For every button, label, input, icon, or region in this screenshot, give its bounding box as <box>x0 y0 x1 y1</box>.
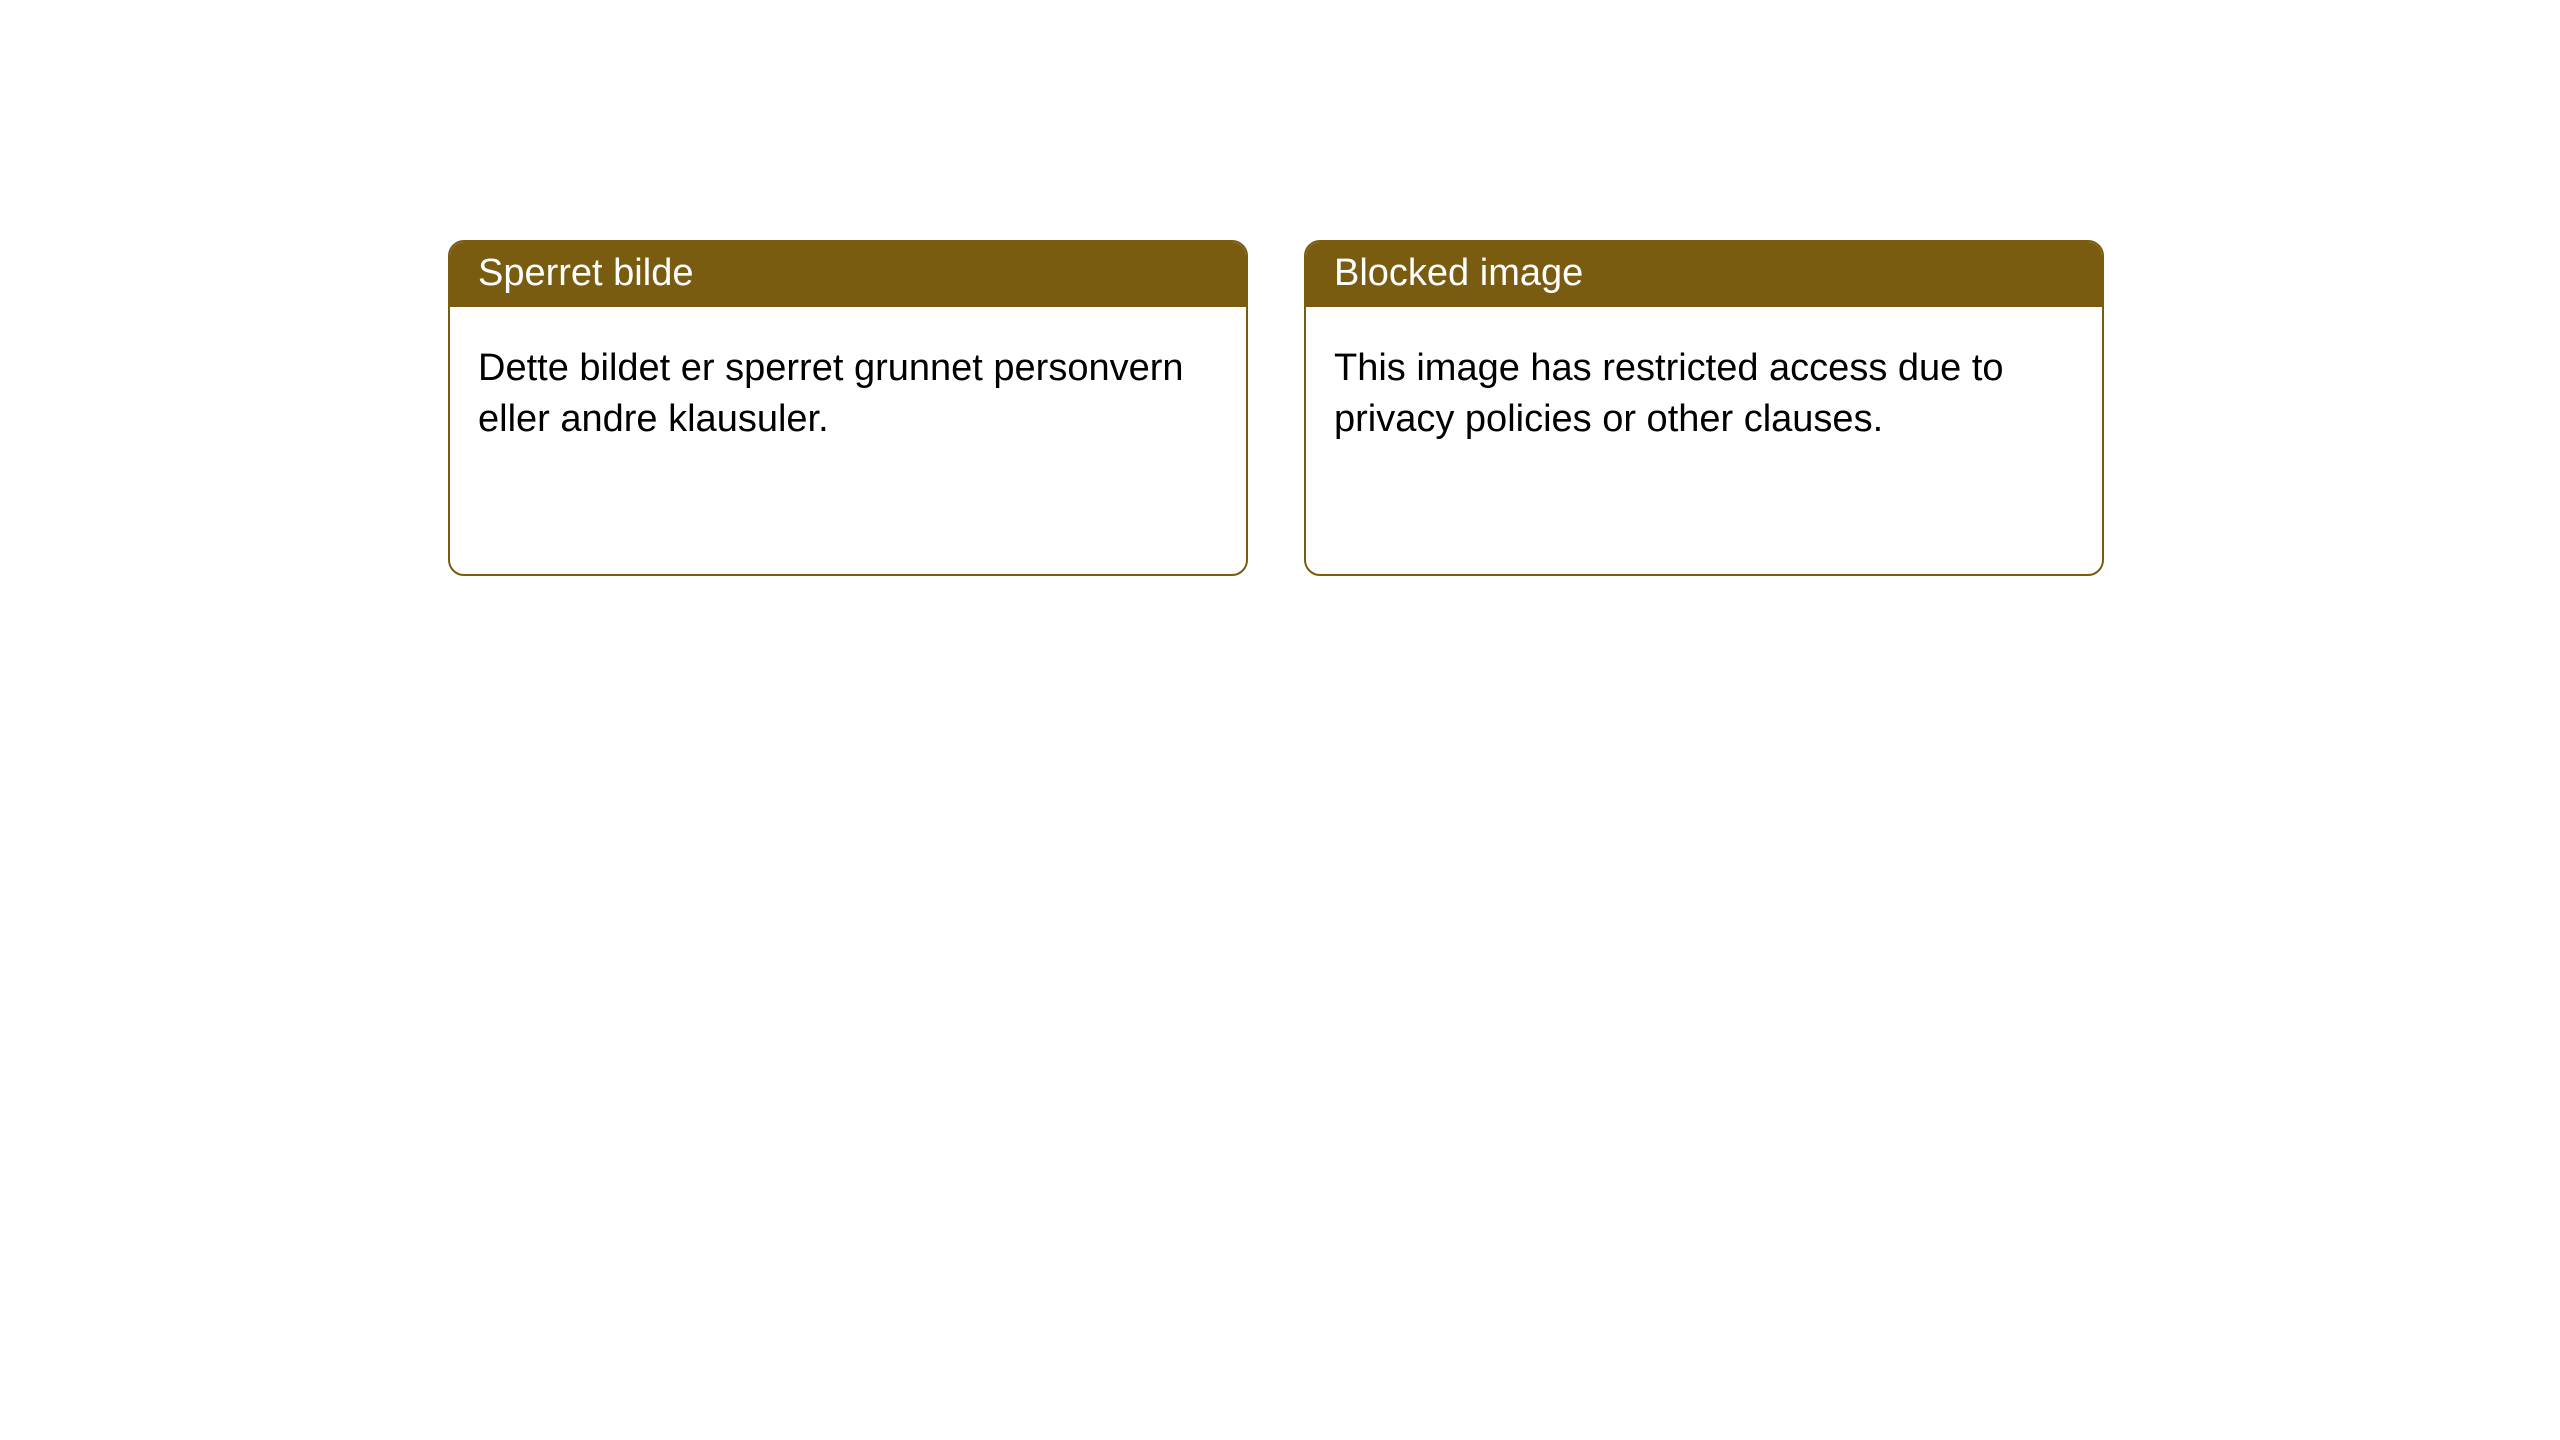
notice-body-text: This image has restricted access due to … <box>1334 347 2004 440</box>
notice-body: Dette bildet er sperret grunnet personve… <box>450 307 1246 470</box>
notice-card-english: Blocked image This image has restricted … <box>1304 240 2104 576</box>
notice-header: Sperret bilde <box>450 242 1246 307</box>
notice-body-text: Dette bildet er sperret grunnet personve… <box>478 347 1184 440</box>
notice-header: Blocked image <box>1306 242 2102 307</box>
notice-card-norwegian: Sperret bilde Dette bildet er sperret gr… <box>448 240 1248 576</box>
notice-container: Sperret bilde Dette bildet er sperret gr… <box>0 0 2560 576</box>
notice-header-text: Blocked image <box>1334 252 1583 294</box>
notice-header-text: Sperret bilde <box>478 252 693 294</box>
notice-body: This image has restricted access due to … <box>1306 307 2102 470</box>
